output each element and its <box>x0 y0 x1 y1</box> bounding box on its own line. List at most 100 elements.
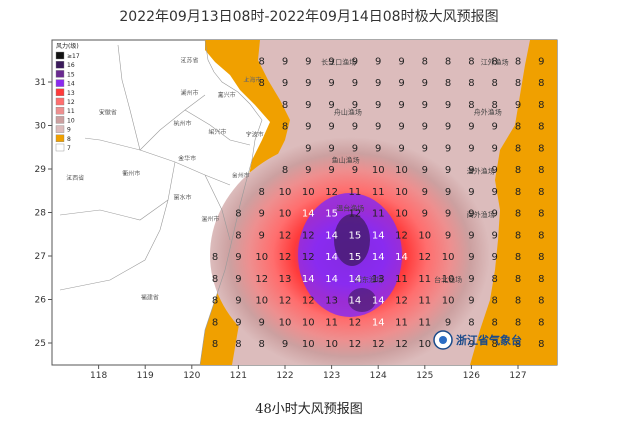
wind-value: 15 <box>349 230 362 241</box>
wind-value: 9 <box>398 56 404 67</box>
wind-value: 9 <box>515 100 521 111</box>
wind-value: 9 <box>328 56 334 67</box>
legend-swatch <box>55 51 65 60</box>
place-label: 嘉兴市 <box>218 91 236 99</box>
wind-value: 8 <box>235 339 241 350</box>
wind-value: 9 <box>282 78 288 89</box>
wind-value: 10 <box>418 230 431 241</box>
wind-value: 8 <box>212 296 218 307</box>
wind-value: 9 <box>259 317 265 328</box>
wind-value: 15 <box>325 209 338 220</box>
wind-value: 9 <box>492 187 498 198</box>
wind-value: 9 <box>422 165 428 176</box>
legend-swatch <box>55 97 65 106</box>
lat-tick-label: 30 <box>35 122 47 132</box>
wind-value: 14 <box>372 230 385 241</box>
wind-value: 8 <box>515 317 521 328</box>
wind-value: 12 <box>325 187 338 198</box>
wind-value: 10 <box>279 209 292 220</box>
wind-value: 12 <box>302 252 315 263</box>
place-dot <box>175 196 178 199</box>
wind-value: 10 <box>418 339 431 350</box>
legend-swatch <box>55 143 65 152</box>
place-dot <box>180 157 183 160</box>
place-dot <box>124 172 127 175</box>
wind-value: 9 <box>492 252 498 263</box>
wind-value: 8 <box>538 78 544 89</box>
legend-label: 7 <box>67 145 71 152</box>
sea-area-label: 闽东渔场 <box>355 275 383 284</box>
wind-value-grid: 8 9 9 9 9 9 9 8 8 8 8 8 9 8 9 9 9 9 9 9 9 8 8 8 8 8 8 9 9 9 9 9 9 9 8 8 9 8 8 9… <box>212 56 545 350</box>
wind-value: 14 <box>325 230 338 241</box>
wind-value: 12 <box>395 339 408 350</box>
wind-value: 8 <box>259 187 265 198</box>
wind-value: 10 <box>442 274 455 285</box>
wind-value: 11 <box>395 274 408 285</box>
lat-tick-label: 29 <box>35 165 47 175</box>
longitude-axis: 118 119 120 121 122 123 124 125 126 127 <box>90 365 527 381</box>
place-label: 安徽省 <box>99 109 117 117</box>
legend-swatch <box>55 116 65 124</box>
place-dot <box>203 218 206 221</box>
sea-area-label: 舟外渔场 <box>474 108 502 117</box>
place-label: 福建省 <box>141 294 159 302</box>
wind-value: 10 <box>372 165 385 176</box>
place-dot <box>68 176 71 179</box>
wind-value: 9 <box>235 317 241 328</box>
wind-value: 8 <box>212 252 218 263</box>
wind-value: 8 <box>515 209 521 220</box>
wind-value: 8 <box>492 78 498 89</box>
place-dot <box>245 79 248 81</box>
wind-value: 14 <box>325 274 338 285</box>
wind-value: 8 <box>468 317 474 328</box>
wind-value: 8 <box>422 56 428 67</box>
wind-value: 10 <box>302 339 315 350</box>
wind-value: 9 <box>259 230 265 241</box>
wind-value: 9 <box>445 187 451 198</box>
place-label: 温州市 <box>201 215 219 223</box>
wind-value: 13 <box>325 296 338 307</box>
wind-value: 8 <box>538 122 544 133</box>
lat-tick-label: 26 <box>35 296 47 306</box>
place-label: 金华市 <box>178 154 196 162</box>
wind-value: 9 <box>468 143 474 154</box>
lat-tick-label: 25 <box>35 339 46 349</box>
legend-label: 12 <box>67 99 75 106</box>
legend-label: ≥17 <box>67 53 80 60</box>
wind-value: 14 <box>372 252 385 263</box>
wind-value: 9 <box>445 100 451 111</box>
wind-value: 9 <box>422 187 428 198</box>
legend-label: 11 <box>67 108 75 115</box>
wind-value: 9 <box>375 78 381 89</box>
wind-value: 8 <box>235 230 241 241</box>
place-label: 绍兴市 <box>208 128 226 136</box>
wind-value: 14 <box>302 209 315 220</box>
legend-label: 9 <box>67 127 71 134</box>
wind-value: 9 <box>328 165 334 176</box>
wind-value: 9 <box>352 78 358 89</box>
wind-value: 12 <box>395 230 408 241</box>
wind-value: 8 <box>538 143 544 154</box>
wind-value: 14 <box>372 296 385 307</box>
wind-value: 8 <box>515 122 521 133</box>
wind-value: 10 <box>395 165 408 176</box>
place-dot <box>100 111 103 114</box>
wind-value: 8 <box>515 56 521 67</box>
wind-value: 10 <box>279 187 292 198</box>
wind-value: 9 <box>375 100 381 111</box>
wind-value: 8 <box>492 339 498 350</box>
wind-value: 8 <box>538 317 544 328</box>
wind-value: 10 <box>442 252 455 263</box>
wind-value: 14 <box>302 274 315 285</box>
wind-value: 8 <box>468 56 474 67</box>
lat-tick-label: 31 <box>35 78 46 88</box>
wind-value: 8 <box>515 252 521 263</box>
wind-value: 8 <box>538 100 544 111</box>
wind-value: 10 <box>279 317 292 328</box>
wind-value: 8 <box>515 78 521 89</box>
legend-swatch <box>55 125 65 133</box>
wind-value: 9 <box>282 56 288 67</box>
wind-value: 9 <box>352 165 358 176</box>
logo-text: 浙江省气象台 <box>456 333 522 347</box>
